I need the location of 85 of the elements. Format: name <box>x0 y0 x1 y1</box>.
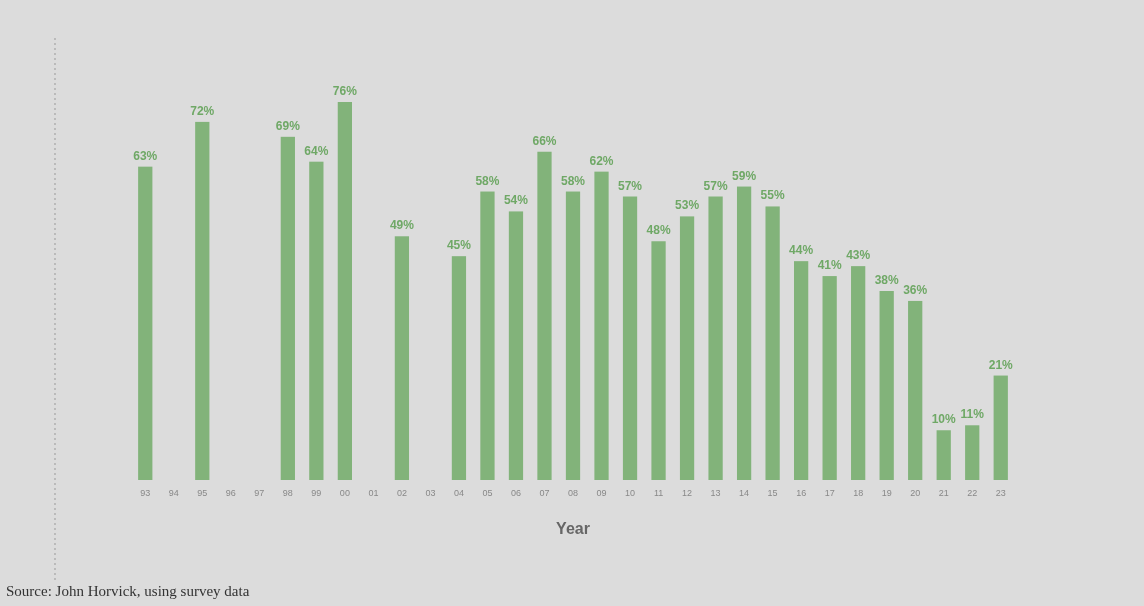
bar <box>337 102 352 480</box>
data-label: 36% <box>903 282 928 297</box>
data-label: 55% <box>760 188 785 203</box>
bar <box>594 171 609 480</box>
x-tick-label: 20 <box>910 488 921 499</box>
bar <box>480 191 495 480</box>
x-tick-label: 03 <box>425 488 436 499</box>
data-label: 53% <box>675 198 700 213</box>
data-label: 49% <box>389 218 415 233</box>
x-tick-label: 13 <box>710 488 721 499</box>
data-label: 76% <box>332 84 358 98</box>
source-note: Source: John Horvick, using survey data <box>6 583 250 599</box>
data-label: 45% <box>446 238 472 253</box>
bar <box>936 430 951 480</box>
x-tick-label: 97 <box>254 488 265 499</box>
x-tick-label: 19 <box>881 488 892 499</box>
bar <box>537 151 552 480</box>
x-tick-label: 22 <box>967 488 978 499</box>
bar <box>280 136 295 480</box>
x-tick-label: 04 <box>453 488 464 499</box>
x-tick-label: 05 <box>482 488 493 499</box>
bar <box>908 300 923 480</box>
bar <box>993 375 1008 480</box>
data-label: 66% <box>532 133 557 148</box>
data-label: 41% <box>817 258 842 273</box>
data-label: 38% <box>874 273 900 287</box>
x-tick-label: 94 <box>168 488 179 499</box>
bar <box>879 291 894 480</box>
bar <box>622 196 638 480</box>
x-tick-label: 12 <box>682 488 693 499</box>
bar <box>309 161 324 480</box>
bar <box>195 121 210 480</box>
x-tick-label: 18 <box>853 488 864 499</box>
data-label: 48% <box>646 223 671 238</box>
x-tick-label: 17 <box>824 488 835 499</box>
x-axis-title: Year <box>556 520 590 537</box>
data-label: 58% <box>560 173 586 188</box>
bar <box>965 425 980 480</box>
bar <box>794 261 809 480</box>
x-tick-label: 93 <box>140 488 151 499</box>
data-label: 54% <box>503 193 529 208</box>
bar <box>394 236 410 480</box>
bar <box>736 186 752 480</box>
bar <box>565 191 581 480</box>
data-label: 43% <box>846 248 871 263</box>
bar <box>708 196 723 480</box>
x-tick-label: 95 <box>197 488 208 499</box>
x-tick-label: 02 <box>396 488 407 499</box>
x-tick-label: 06 <box>510 488 521 499</box>
data-label: 11% <box>960 407 985 422</box>
x-tick-label: 23 <box>995 488 1006 499</box>
data-label: 57% <box>703 178 728 193</box>
data-label: 57% <box>618 178 643 193</box>
data-label: 21% <box>988 357 1014 372</box>
data-label: 59% <box>732 168 757 183</box>
bar <box>765 206 780 480</box>
x-tick-label: 08 <box>567 488 579 499</box>
data-label: 69% <box>275 118 301 133</box>
data-label: 64% <box>304 143 329 158</box>
x-tick-label: 10 <box>625 488 636 499</box>
data-label: 72% <box>190 103 215 118</box>
x-tick-label: 16 <box>796 488 807 499</box>
bar <box>679 216 695 480</box>
bar <box>138 166 153 480</box>
x-tick-label: 14 <box>739 488 750 499</box>
bar <box>508 211 524 480</box>
x-tick-label: 11 <box>653 488 664 499</box>
data-label: 63% <box>133 148 158 163</box>
data-label: 58% <box>475 173 500 188</box>
data-label: 44% <box>789 243 814 258</box>
x-tick-label: 21 <box>938 488 949 499</box>
x-tick-label: 99 <box>311 488 322 499</box>
x-tick-label: 09 <box>596 488 607 499</box>
x-tick-label: 01 <box>368 488 379 499</box>
data-label: 62% <box>589 153 614 168</box>
x-tick-label: 96 <box>225 488 236 499</box>
bar <box>851 266 866 480</box>
x-tick-label: 07 <box>539 488 550 499</box>
bar <box>651 241 666 480</box>
x-tick-label: 00 <box>339 488 350 499</box>
data-label: 10% <box>931 412 957 427</box>
x-tick-label: 98 <box>282 488 293 499</box>
bar <box>822 276 837 480</box>
x-tick-label: 15 <box>767 488 778 499</box>
bar <box>451 256 467 480</box>
